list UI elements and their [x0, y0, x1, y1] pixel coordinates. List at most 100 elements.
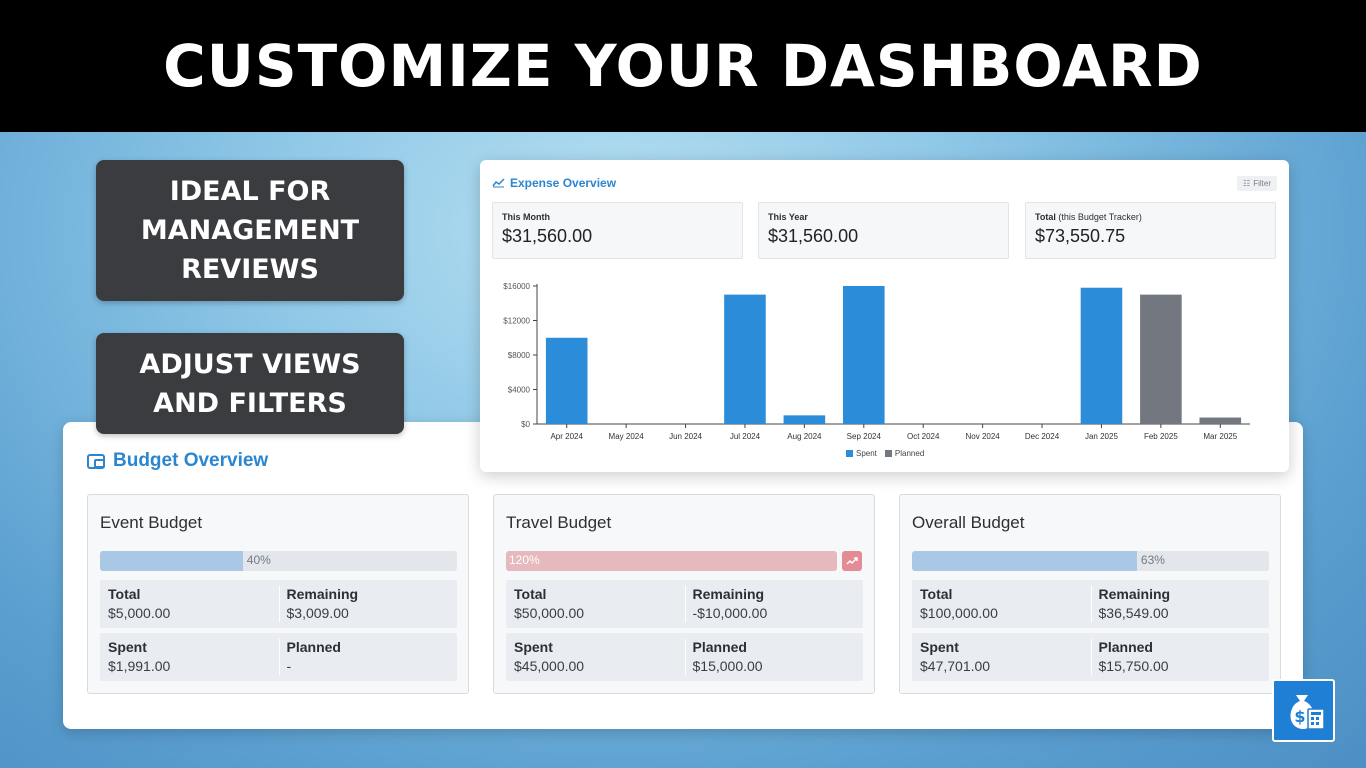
budget-overview-title: Budget Overview: [113, 450, 269, 471]
stat-total: Total $50,000.00: [506, 580, 685, 628]
stat-label: Remaining: [692, 586, 765, 602]
budget-progress-bar: 63%: [912, 551, 1269, 571]
progress-fill: [100, 551, 243, 571]
kpi-label-text: This Year: [768, 212, 808, 222]
stat-label: Total: [920, 586, 953, 602]
callout-management-reviews: IDEAL FOR MANAGEMENT REVIEWS: [96, 160, 404, 301]
legend-item-spent[interactable]: Spent: [846, 449, 877, 458]
stat-value: $15,000.00: [692, 658, 763, 674]
x-tick-label: May 2024: [609, 432, 645, 441]
stat-row: Spent $45,000.00 Planned $15,000.00: [506, 633, 863, 681]
stat-value: $45,000.00: [514, 658, 585, 674]
y-tick-label: $16000: [503, 282, 530, 291]
stat-value: $5,000.00: [108, 605, 171, 621]
stat-label: Remaining: [1098, 586, 1171, 602]
stat-label: Spent: [920, 639, 959, 655]
stat-value: $47,701.00: [920, 658, 991, 674]
budget-card-title: Event Budget: [100, 513, 203, 532]
budget-overview-card: Budget Overview Event Budget 40% Total $…: [63, 422, 1303, 729]
kpi-value: $31,560.00: [768, 226, 859, 246]
kpi-label-text: Total: [1035, 212, 1056, 222]
callout-line: REVIEWS: [181, 254, 319, 285]
chart-legend: Spent Planned: [846, 449, 924, 458]
x-tick-label: Nov 2024: [966, 432, 1001, 441]
stat-total: Total $5,000.00: [100, 580, 279, 628]
filter-label: Filter: [1253, 179, 1271, 188]
budget-card-title: Travel Budget: [506, 513, 612, 532]
legend-label: Planned: [894, 449, 925, 458]
stat-value: $100,000.00: [920, 605, 998, 621]
money-bag-calculator-icon: $: [1272, 679, 1335, 742]
stat-value: $3,009.00: [286, 605, 349, 621]
budget-stats: Total $5,000.00 Remaining $3,009.00 Spen…: [100, 580, 457, 686]
stat-remaining: Remaining -$10,000.00: [684, 580, 864, 628]
expense-overview-header: Expense Overview: [492, 176, 616, 190]
kpi-label-text: This Month: [502, 212, 550, 222]
x-tick-label: Feb 2025: [1144, 432, 1178, 441]
overall-budget-card[interactable]: Overall Budget 63% Total $100,000.00 Rem…: [899, 494, 1281, 694]
bar-spent: [1080, 287, 1123, 424]
callout-line: ADJUST VIEWS: [139, 348, 361, 380]
stat-value: -: [286, 658, 292, 674]
stat-value: $15,750.00: [1098, 658, 1169, 674]
stat-value: $36,549.00: [1098, 605, 1169, 621]
stat-planned: Planned $15,750.00: [1090, 633, 1270, 681]
event-budget-card[interactable]: Event Budget 40% Total $5,000.00 Remaini…: [87, 494, 469, 694]
stat-value: $50,000.00: [514, 605, 585, 621]
kpi-value: $31,560.00: [502, 226, 593, 246]
stat-label: Spent: [514, 639, 553, 655]
budget-stats: Total $100,000.00 Remaining $36,549.00 S…: [912, 580, 1269, 686]
svg-text:$: $: [1294, 707, 1305, 726]
stat-row: Total $50,000.00 Remaining -$10,000.00: [506, 580, 863, 628]
stat-label: Total: [514, 586, 547, 602]
stat-spent: Spent $45,000.00: [506, 633, 685, 681]
callout-line: IDEAL FOR: [169, 176, 331, 207]
x-tick-label: Jun 2024: [669, 432, 702, 441]
stat-row: Total $5,000.00 Remaining $3,009.00: [100, 580, 457, 628]
kpi-total: Total (this Budget Tracker) $73,550.75: [1025, 202, 1276, 259]
stat-total: Total $100,000.00: [912, 580, 1091, 628]
stat-label: Total: [108, 586, 141, 602]
progress-label: 120%: [509, 553, 540, 567]
stat-label: Planned: [1098, 639, 1153, 655]
kpi-label: This Year: [768, 212, 999, 222]
stat-planned: Planned $15,000.00: [684, 633, 864, 681]
budget-card-title: Overall Budget: [912, 513, 1025, 532]
kpi-label: This Month: [502, 212, 733, 222]
stat-label: Spent: [108, 639, 147, 655]
x-tick-label: Jan 2025: [1085, 432, 1118, 441]
budget-overview-header: Budget Overview: [87, 450, 268, 472]
bar-spent: [724, 294, 766, 424]
x-tick-label: Apr 2024: [550, 432, 583, 441]
y-tick-label: $12000: [503, 317, 530, 326]
budget-progress-bar: 40%: [100, 551, 457, 571]
x-tick-label: Oct 2024: [907, 432, 940, 441]
callout-line: MANAGEMENT: [140, 215, 360, 246]
bar-spent: [545, 337, 588, 424]
expense-overview-title: Expense Overview: [510, 176, 617, 190]
kpi-sublabel: (this Budget Tracker): [1058, 212, 1142, 222]
bar-planned: [1140, 294, 1182, 424]
x-tick-label: Mar 2025: [1203, 432, 1237, 441]
y-tick-label: $0: [521, 420, 530, 429]
y-tick-label: $8000: [508, 351, 531, 360]
kpi-this-year: This Year $31,560.00: [758, 202, 1009, 259]
stat-spent: Spent $47,701.00: [912, 633, 1091, 681]
legend-item-planned[interactable]: Planned: [884, 449, 925, 458]
banner: CUSTOMIZE YOUR DASHBOARD: [0, 0, 1366, 132]
x-tick-label: Dec 2024: [1025, 432, 1060, 441]
filter-button[interactable]: ☷ Filter: [1237, 176, 1277, 191]
stat-label: Remaining: [286, 586, 359, 602]
bar-spent: [783, 415, 826, 424]
progress-label: 63%: [1140, 553, 1165, 567]
stat-row: Spent $1,991.00 Planned -: [100, 633, 457, 681]
legend-swatch: [846, 450, 853, 457]
trend-up-icon[interactable]: [842, 551, 862, 571]
bar-spent: [842, 286, 885, 424]
progress-label: 40%: [246, 553, 271, 567]
stat-row: Spent $47,701.00 Planned $15,750.00: [912, 633, 1269, 681]
x-tick-label: Sep 2024: [847, 432, 882, 441]
x-tick-label: Jul 2024: [730, 432, 761, 441]
stat-remaining: Remaining $36,549.00: [1090, 580, 1270, 628]
travel-budget-card[interactable]: Travel Budget 120% Total $50,000.00 Rema…: [493, 494, 875, 694]
